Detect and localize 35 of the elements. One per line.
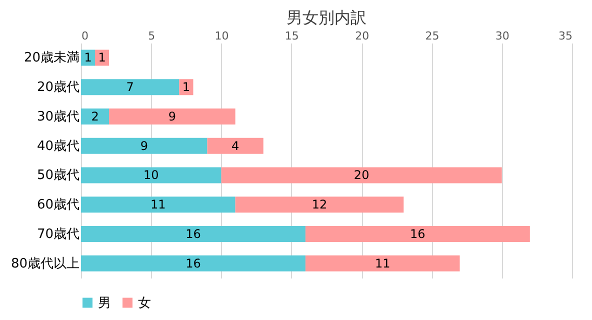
y-tick-label: 20歳代	[36, 80, 80, 96]
data-label: 7	[126, 80, 134, 94]
y-tick-label: 20歳未満	[24, 50, 80, 66]
data-label: 16	[410, 226, 426, 241]
x-tick-label: 15	[284, 30, 299, 42]
legend-label: 女	[138, 296, 151, 311]
x-tick-label: 30	[495, 30, 510, 42]
legend-label: 男	[98, 296, 111, 311]
y-tick-label: 80歳代以上	[10, 256, 80, 272]
data-label: 12	[312, 198, 328, 212]
data-label: 16	[186, 226, 201, 241]
x-tick-label: 25	[425, 30, 440, 42]
data-label: 11	[374, 256, 390, 270]
data-label: 9	[168, 109, 176, 124]
chart-title: 男女別内訳	[286, 8, 366, 27]
y-tick-label: 30歳代	[36, 109, 80, 124]
data-label: 1	[182, 80, 190, 94]
data-label: 1	[98, 50, 106, 65]
data-label: 9	[140, 138, 148, 153]
y-tick-label: 70歳代	[36, 226, 80, 242]
data-label: 10	[144, 168, 159, 182]
y-tick-label: 40歳代	[36, 138, 80, 154]
data-label: 1	[84, 50, 92, 65]
x-tick-label: 10	[214, 30, 229, 42]
x-tick-label: 5	[148, 30, 156, 42]
y-tick-label: 50歳代	[36, 168, 80, 184]
data-label: 4	[231, 138, 240, 153]
data-label: 16	[186, 256, 201, 270]
x-tick-label: 20	[355, 30, 370, 42]
y-tick-label: 60歳代	[36, 198, 80, 213]
data-label: 11	[150, 198, 166, 212]
data-label: 20	[354, 168, 370, 182]
x-tick-label: 0	[82, 30, 88, 42]
data-label: 2	[91, 109, 99, 124]
x-tick-label: 35	[558, 30, 572, 42]
